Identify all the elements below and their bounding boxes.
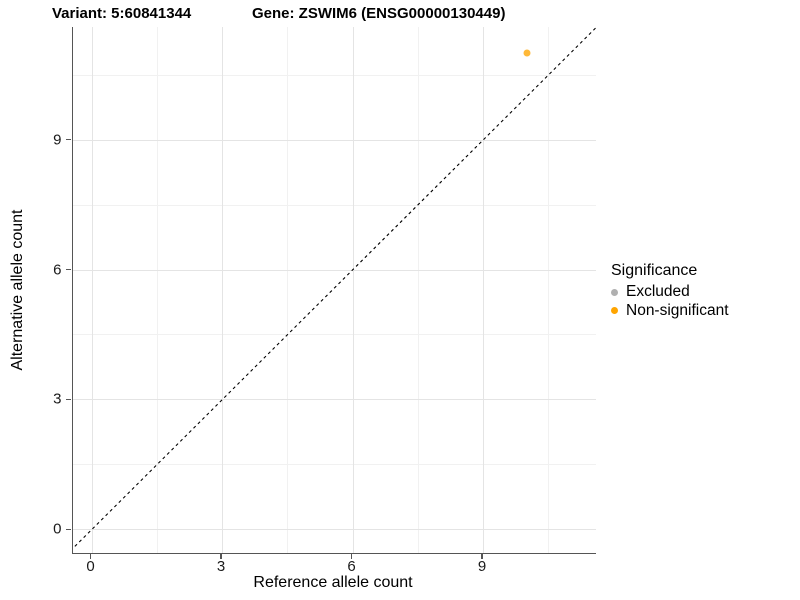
identity-line xyxy=(72,27,596,549)
y-tick-label: 6 xyxy=(53,261,62,278)
plot-panel xyxy=(71,27,596,554)
y-tick xyxy=(66,268,71,271)
x-minor-gridline xyxy=(156,27,158,553)
y-minor-gridline xyxy=(72,204,596,206)
x-tick-label: 9 xyxy=(477,558,487,575)
x-major-gridline xyxy=(91,27,93,553)
x-tick xyxy=(220,554,222,559)
legend: Significance Excluded Non-significant xyxy=(611,262,729,320)
data-point xyxy=(523,49,530,57)
legend-items: Excluded Non-significant xyxy=(611,283,729,320)
x-minor-gridline xyxy=(548,27,550,553)
x-tick-label: 0 xyxy=(86,558,95,575)
y-minor-gridline xyxy=(72,74,596,76)
y-tick xyxy=(66,138,71,141)
y-major-gridline xyxy=(72,139,596,141)
legend-item-label: Excluded xyxy=(626,283,690,301)
y-major-gridline xyxy=(72,529,596,531)
identity-line-layer xyxy=(72,27,596,549)
x-tick-label: 3 xyxy=(216,558,226,575)
x-tick xyxy=(481,554,483,559)
y-minor-gridline xyxy=(72,464,596,466)
legend-dot-icon xyxy=(611,307,618,315)
y-axis-title: Alternative allele count xyxy=(9,209,26,371)
x-minor-gridline xyxy=(287,27,289,553)
legend-dot-icon xyxy=(611,288,618,296)
y-tick xyxy=(66,528,71,531)
legend-title: Significance xyxy=(611,262,698,279)
x-tick xyxy=(89,554,92,559)
x-major-gridline xyxy=(222,27,223,553)
x-axis-title: Reference allele count xyxy=(253,574,413,591)
x-tick-label: 6 xyxy=(347,558,356,575)
y-tick-label: 3 xyxy=(53,390,62,408)
variant-title: Variant: 5:60841344 xyxy=(52,5,192,22)
legend-item: Non-significant xyxy=(611,302,729,321)
x-minor-gridline xyxy=(417,27,419,553)
y-minor-gridline xyxy=(72,334,596,336)
legend-item: Excluded xyxy=(611,283,729,302)
x-tick xyxy=(350,554,353,559)
y-tick-label: 0 xyxy=(53,520,62,538)
x-major-gridline xyxy=(352,27,354,553)
legend-item-label: Non-significant xyxy=(626,301,729,319)
y-tick xyxy=(66,398,71,401)
gene-title: Gene: ZSWIM6 (ENSG00000130449) xyxy=(252,5,506,22)
y-tick-label: 9 xyxy=(53,131,62,149)
x-major-gridline xyxy=(483,27,484,553)
y-major-gridline xyxy=(72,269,596,271)
y-major-gridline xyxy=(72,399,596,401)
